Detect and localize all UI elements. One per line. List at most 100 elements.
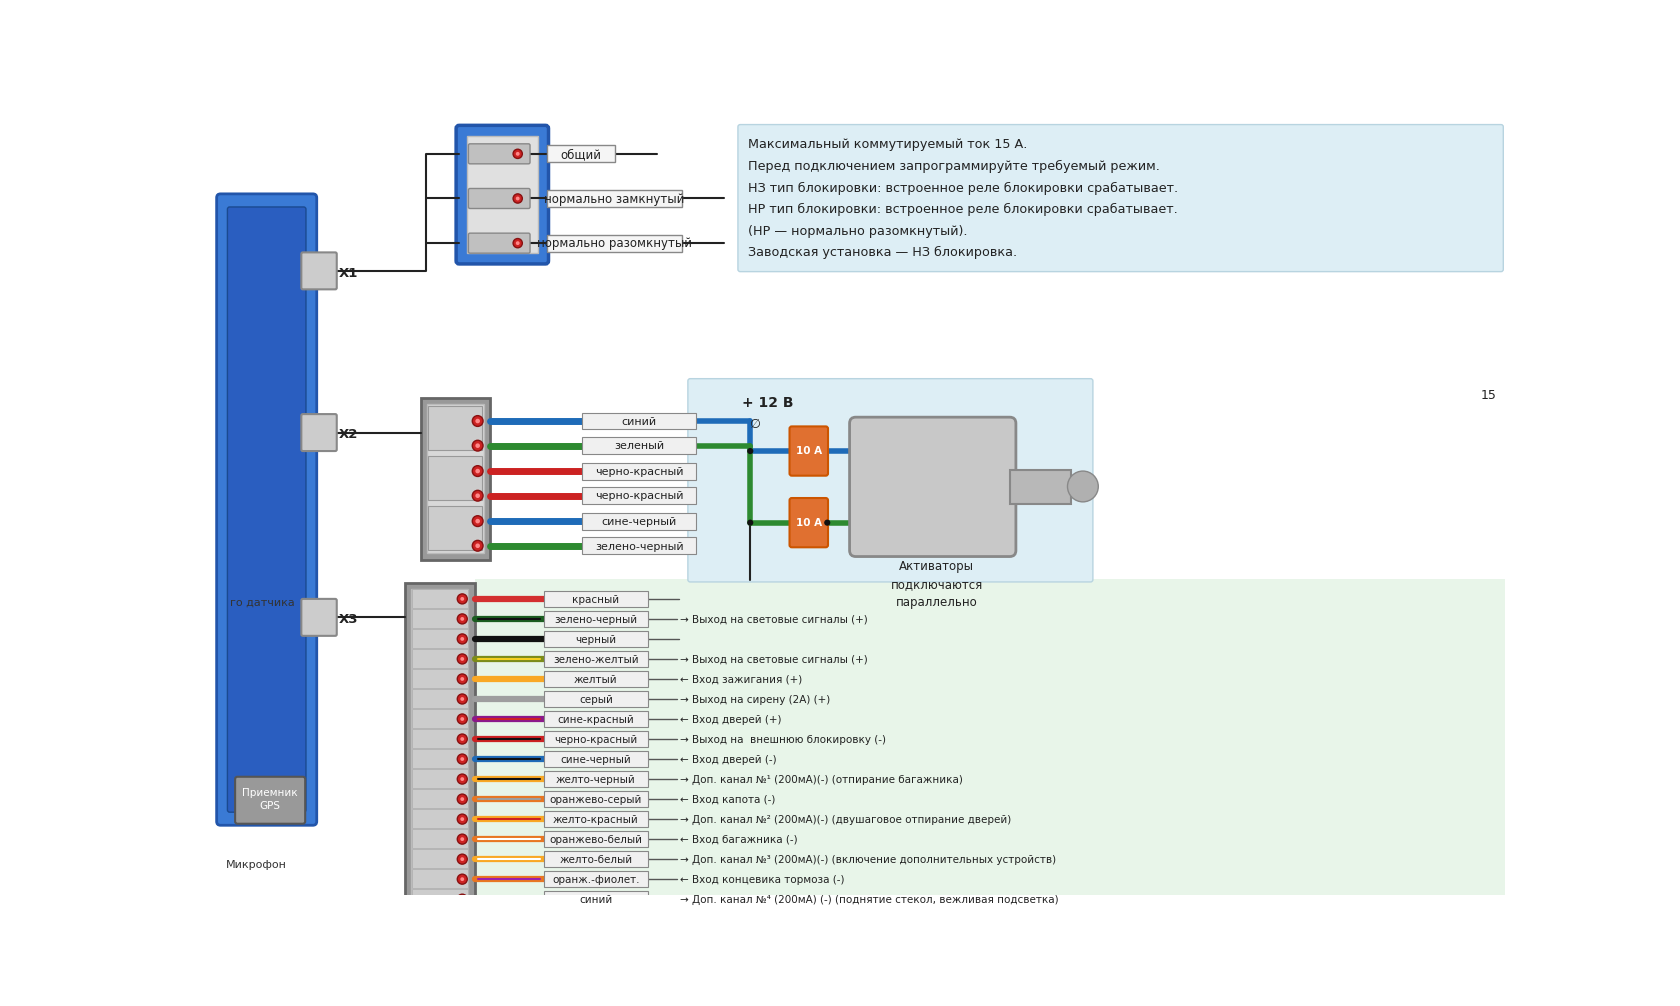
Text: Микрофон: Микрофон bbox=[227, 860, 287, 870]
Bar bbox=[544, 612, 647, 627]
Bar bbox=[474, 578, 1504, 919]
Bar bbox=[544, 831, 647, 847]
Text: общий: общий bbox=[559, 148, 601, 161]
Circle shape bbox=[475, 418, 480, 424]
Text: черно-красный: черно-красный bbox=[595, 492, 684, 501]
Text: → Выход на световые сигналы (+): → Выход на световые сигналы (+) bbox=[680, 655, 867, 665]
Bar bbox=[546, 145, 615, 162]
Bar bbox=[412, 589, 467, 609]
Circle shape bbox=[460, 837, 464, 841]
Text: желто-черный: желто-черный bbox=[556, 775, 635, 785]
FancyBboxPatch shape bbox=[790, 498, 828, 547]
Circle shape bbox=[457, 634, 467, 644]
Circle shape bbox=[457, 674, 467, 684]
Bar bbox=[544, 592, 647, 607]
Text: → Выход на световые сигналы (+): → Выход на световые сигналы (+) bbox=[680, 615, 867, 625]
Circle shape bbox=[460, 617, 464, 621]
FancyBboxPatch shape bbox=[469, 233, 529, 254]
Text: го датчика: го датчика bbox=[230, 599, 294, 608]
Text: сине-красный: сине-красный bbox=[558, 715, 633, 724]
Bar bbox=[544, 812, 647, 827]
Bar bbox=[544, 671, 647, 687]
Bar bbox=[428, 405, 482, 451]
Circle shape bbox=[460, 717, 464, 721]
Circle shape bbox=[460, 857, 464, 861]
Bar bbox=[428, 506, 482, 550]
Bar bbox=[581, 412, 696, 430]
Bar bbox=[544, 871, 647, 887]
Bar bbox=[544, 691, 647, 706]
Bar bbox=[412, 709, 467, 728]
Circle shape bbox=[472, 540, 482, 551]
Bar bbox=[412, 649, 467, 668]
Circle shape bbox=[460, 897, 464, 901]
Bar bbox=[412, 769, 467, 789]
Bar bbox=[412, 609, 467, 628]
Text: X1: X1 bbox=[339, 267, 358, 280]
Circle shape bbox=[512, 149, 522, 159]
Bar bbox=[544, 631, 647, 647]
Text: синий: синий bbox=[580, 895, 612, 905]
Text: → Доп. канал №² (200мА)(-) (двушаговое отпирание дверей): → Доп. канал №² (200мА)(-) (двушаговое о… bbox=[680, 815, 1011, 825]
Circle shape bbox=[460, 817, 464, 821]
Circle shape bbox=[746, 448, 753, 454]
Circle shape bbox=[457, 734, 467, 744]
Text: нормально замкнутый: нормально замкнутый bbox=[544, 193, 684, 206]
Text: 10 А: 10 А bbox=[795, 518, 822, 528]
Bar bbox=[412, 849, 467, 868]
Text: НЗ тип блокировки: встроенное реле блокировки срабатывает.: НЗ тип блокировки: встроенное реле блоки… bbox=[748, 181, 1178, 194]
FancyBboxPatch shape bbox=[790, 427, 828, 476]
Text: X3: X3 bbox=[339, 614, 358, 626]
Text: нормально разомкнутый: нормально разомкнутый bbox=[536, 237, 692, 250]
Text: Заводская установка — НЗ блокировка.: Заводская установка — НЗ блокировка. bbox=[748, 246, 1016, 260]
Text: сине-черный: сине-черный bbox=[559, 754, 632, 765]
Text: зелено-черный: зелено-черный bbox=[554, 615, 637, 625]
Circle shape bbox=[460, 758, 464, 761]
Text: желтый: желтый bbox=[573, 675, 617, 685]
Text: черно-красный: черно-красный bbox=[554, 734, 637, 744]
Text: Приемник
GPS: Приемник GPS bbox=[242, 789, 297, 812]
Circle shape bbox=[460, 657, 464, 661]
Bar bbox=[412, 689, 467, 708]
Bar bbox=[581, 513, 696, 529]
Bar bbox=[412, 889, 467, 908]
Bar bbox=[412, 809, 467, 828]
Circle shape bbox=[472, 415, 482, 427]
Text: ← Вход багажника (-): ← Вход багажника (-) bbox=[680, 835, 798, 845]
Circle shape bbox=[457, 834, 467, 844]
Circle shape bbox=[516, 196, 519, 200]
Text: Перед подключением запрограммируйте требуемый режим.: Перед подключением запрограммируйте треб… bbox=[748, 160, 1159, 173]
Circle shape bbox=[457, 894, 467, 904]
Bar bbox=[412, 869, 467, 888]
Text: черно-красный: черно-красный bbox=[595, 467, 684, 477]
Circle shape bbox=[460, 597, 464, 601]
Bar bbox=[581, 487, 696, 504]
Bar bbox=[420, 398, 489, 559]
FancyBboxPatch shape bbox=[235, 777, 306, 824]
Text: желто-белый: желто-белый bbox=[559, 855, 632, 865]
Bar bbox=[405, 582, 474, 915]
FancyBboxPatch shape bbox=[848, 417, 1015, 556]
Text: → Доп. канал №¹ (200мА)(-) (отпирание багажника): → Доп. канал №¹ (200мА)(-) (отпирание ба… bbox=[680, 775, 963, 785]
Bar bbox=[467, 136, 538, 254]
FancyBboxPatch shape bbox=[455, 126, 548, 264]
Text: (НР — нормально разомкнутый).: (НР — нормально разомкнутый). bbox=[748, 224, 968, 237]
Text: ∅: ∅ bbox=[749, 417, 759, 431]
Text: X2: X2 bbox=[339, 429, 358, 442]
Circle shape bbox=[460, 697, 464, 701]
Bar bbox=[544, 651, 647, 667]
Text: ← Вход дверей (-): ← Вход дверей (-) bbox=[680, 754, 776, 765]
Text: оранжево-белый: оранжево-белый bbox=[549, 835, 642, 845]
Circle shape bbox=[475, 543, 480, 548]
Text: оранжево-серый: оранжево-серый bbox=[549, 795, 642, 805]
FancyBboxPatch shape bbox=[217, 194, 316, 825]
FancyBboxPatch shape bbox=[738, 125, 1502, 272]
FancyBboxPatch shape bbox=[227, 207, 306, 812]
Circle shape bbox=[457, 654, 467, 664]
Bar bbox=[546, 234, 682, 252]
FancyBboxPatch shape bbox=[301, 414, 336, 451]
Text: оранж.-фиолет.: оранж.-фиолет. bbox=[551, 875, 638, 885]
Circle shape bbox=[460, 797, 464, 801]
FancyBboxPatch shape bbox=[469, 144, 529, 164]
Bar bbox=[581, 438, 696, 454]
